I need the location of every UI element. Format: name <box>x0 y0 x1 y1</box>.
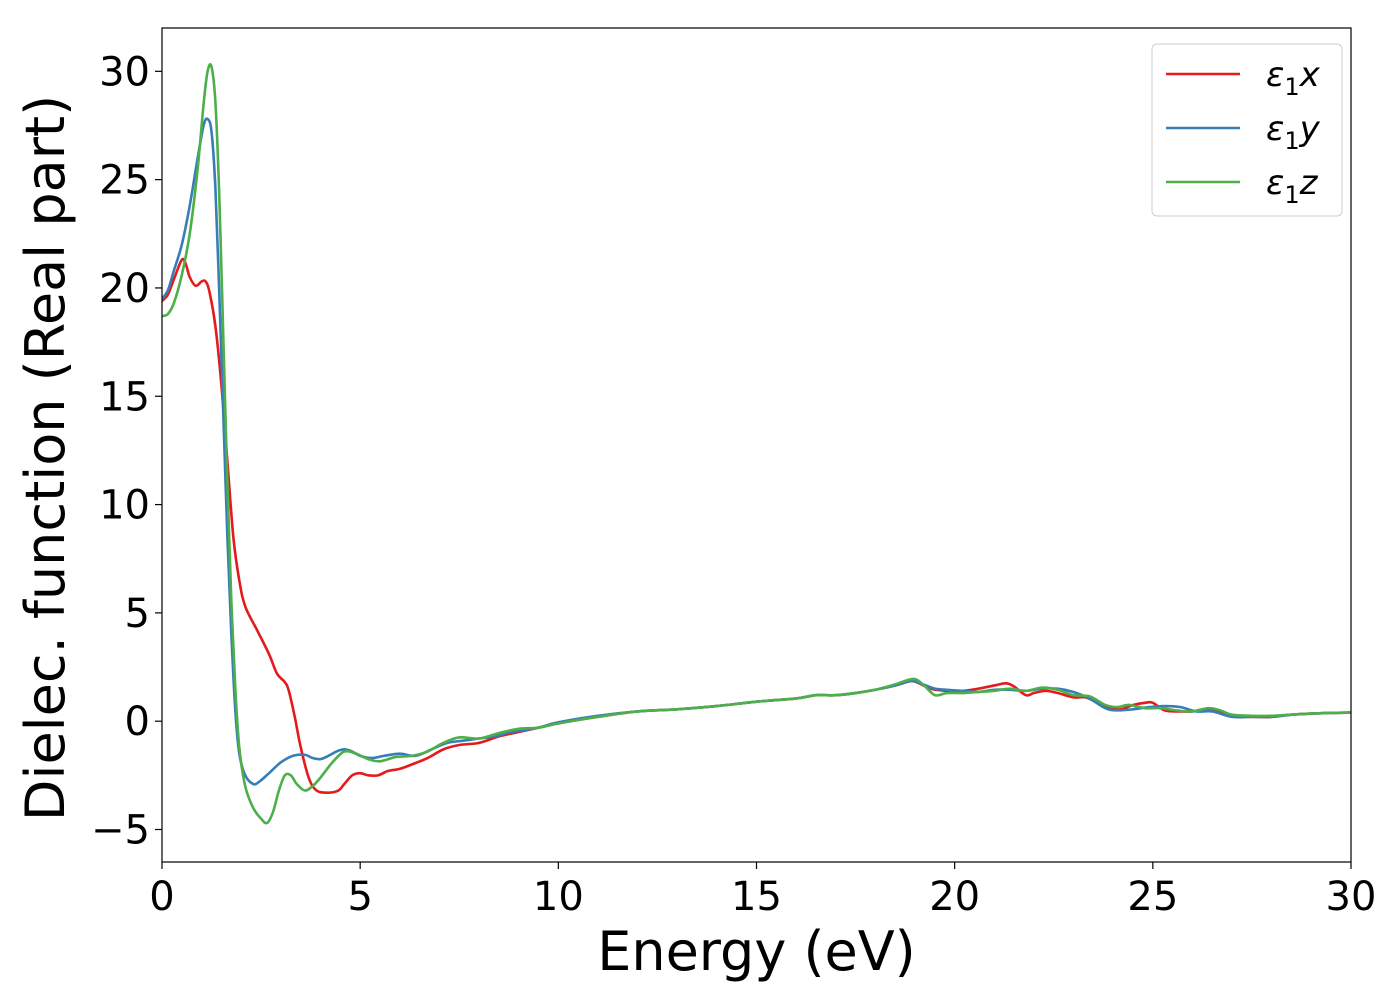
legend-suffix: z <box>1299 163 1319 203</box>
legend-symbol: ε <box>1266 55 1284 95</box>
legend-suffix: y <box>1299 109 1321 149</box>
legend-box <box>1151 43 1343 217</box>
series-line-y <box>162 117 1351 786</box>
y-tick-label: 20 <box>99 266 150 312</box>
x-axis-label: Energy (eV) <box>597 920 916 983</box>
legend-subscript: 1 <box>1284 73 1299 101</box>
y-tick-label: 5 <box>125 591 150 637</box>
x-tick-label: 5 <box>347 874 372 920</box>
y-tick-label: 25 <box>99 158 150 204</box>
x-ticks: 0 5 10 15 20 25 30 <box>149 862 1376 920</box>
y-tick-label: −5 <box>91 808 150 854</box>
legend-label-z: ε1z <box>1266 163 1319 209</box>
legend-label-x: ε1x <box>1266 55 1321 101</box>
y-axis-label: Dielec. function (Real part) <box>14 95 77 821</box>
x-tick-label: 15 <box>731 874 782 920</box>
y-tick-label: 30 <box>99 49 150 95</box>
legend-symbol: ε <box>1266 163 1284 203</box>
series-layer <box>162 63 1351 825</box>
x-tick-label: 10 <box>533 874 584 920</box>
legend-subscript: 1 <box>1284 127 1299 155</box>
legend-subscript: 1 <box>1284 181 1299 209</box>
legend-label-y: ε1y <box>1266 109 1321 155</box>
legend-symbol: ε <box>1266 109 1284 149</box>
x-tick-label: 25 <box>1127 874 1178 920</box>
y-tick-label: 0 <box>125 699 150 745</box>
y-tick-label: 15 <box>99 374 150 420</box>
x-tick-label: 20 <box>929 874 980 920</box>
y-tick-label: 10 <box>99 483 150 529</box>
y-ticks: −5 0 5 10 15 20 25 30 <box>91 49 162 854</box>
x-tick-label: 30 <box>1326 874 1377 920</box>
legend-suffix: x <box>1299 55 1321 95</box>
x-tick-label: 0 <box>149 874 174 920</box>
series-line-z <box>162 63 1351 825</box>
